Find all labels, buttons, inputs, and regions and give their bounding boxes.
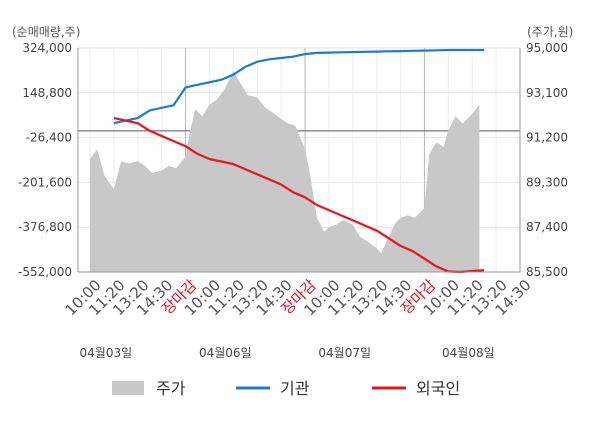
series-기관	[113, 48, 485, 125]
series-주가	[90, 71, 480, 272]
legend-swatch-area	[112, 381, 144, 395]
right-tick-label: 95,000	[526, 41, 568, 55]
legend-label: 기관	[280, 379, 310, 398]
right-tick-label: 93,100	[526, 86, 568, 100]
left-tick-label: -201,600	[18, 175, 72, 189]
left-tick-label: -26,400	[26, 131, 72, 145]
x-tick-layer: 10:0011:2013:2014:30장마감10:0011:2013:2014…	[61, 276, 534, 319]
left-tick-label: -376,800	[18, 220, 72, 234]
date-label: 04월03일	[80, 346, 133, 360]
right-tick-label: 85,500	[526, 265, 568, 279]
date-label: 04월08일	[442, 346, 495, 360]
left-tick-label: 324,000	[22, 41, 72, 55]
price-area-layer	[90, 71, 480, 272]
left-tick-label: -552,000	[18, 265, 72, 279]
right-tick-label: 87,400	[526, 220, 568, 234]
date-label: 04월07일	[318, 346, 371, 360]
series-외국인	[113, 117, 485, 274]
date-label: 04월06일	[199, 346, 252, 360]
right-axis-unit: (주가,원)	[527, 25, 573, 39]
left-tick-label: 148,800	[22, 86, 72, 100]
legend-label: 외국인	[416, 379, 460, 398]
date-label-layer: 04월03일 04월06일 04월07일 04월08일	[80, 346, 495, 360]
legend: 주가 기관 외국인	[112, 379, 460, 398]
axis-layer: 324,000 148,800 -26,400 -201,600 -376,800 -55…	[18, 41, 568, 279]
legend-label: 주가	[156, 379, 186, 398]
left-axis-unit: (순매매량,주)	[12, 25, 80, 39]
right-tick-label: 91,200	[526, 131, 568, 145]
series-line-layer	[113, 48, 485, 274]
right-tick-label: 89,300	[526, 175, 568, 189]
